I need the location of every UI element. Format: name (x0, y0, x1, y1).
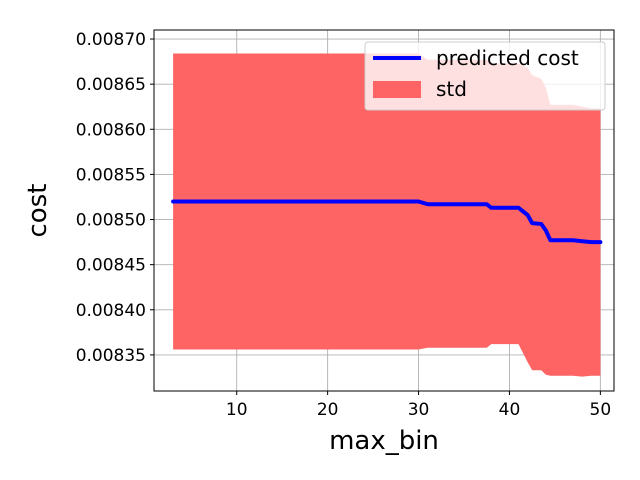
x-axis-title: max_bin (329, 426, 439, 456)
x-tick-label: 10 (226, 400, 248, 420)
legend-label-predicted-cost: predicted cost (436, 46, 579, 70)
legend-label-std: std (436, 77, 467, 101)
series-layer (171, 53, 603, 377)
x-tick-label: 20 (317, 400, 339, 420)
predicted-cost-line (171, 199, 603, 245)
y-tick-label: 0.00840 (76, 301, 146, 321)
y-tick-label: 0.00855 (76, 165, 146, 185)
ticks: 10 20 30 40 50 0.00835 0.00840 0.00845 0.00850 0.… (76, 30, 611, 420)
y-tick-label: 0.00870 (76, 30, 146, 50)
y-tick-label: 0.00860 (76, 120, 146, 140)
legend-band-swatch (373, 81, 421, 98)
legend: predicted cost std (364, 41, 606, 111)
plot-frame (153, 29, 615, 392)
y-axis-title: cost (23, 184, 53, 238)
y-tick-label: 0.00835 (76, 346, 146, 366)
y-tick-label: 0.00845 (76, 256, 146, 276)
y-tick-label: 0.00865 (76, 75, 146, 95)
x-tick-label: 30 (408, 400, 430, 420)
y-tick-label: 0.00850 (76, 211, 146, 231)
legend-box (364, 41, 606, 111)
x-tick-label: 40 (499, 400, 521, 420)
x-tick-label: 50 (590, 400, 612, 420)
std-band (173, 53, 601, 377)
